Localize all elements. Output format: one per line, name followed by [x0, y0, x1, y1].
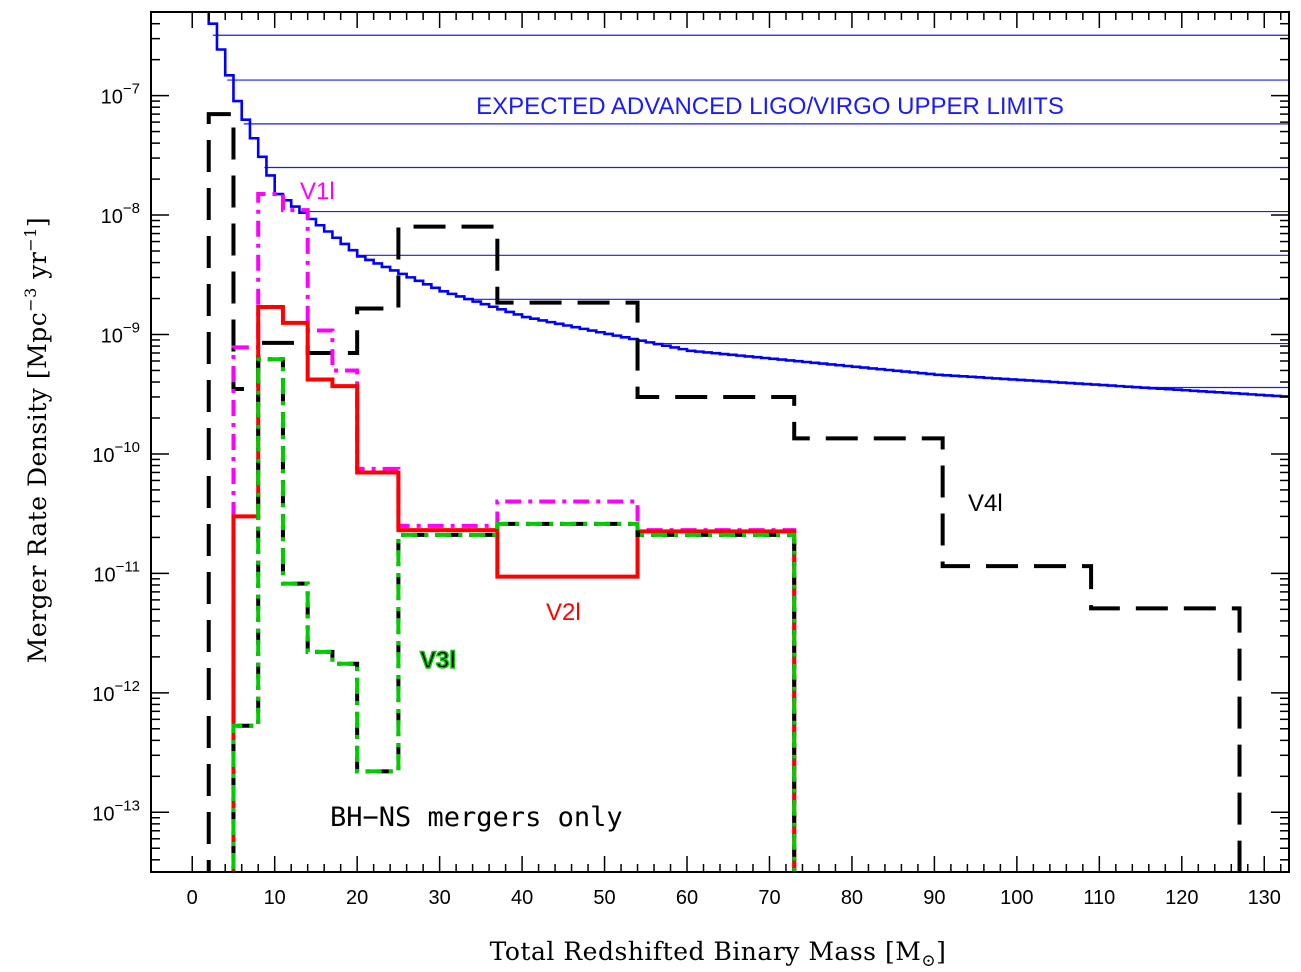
- x-tick-label: 120: [1165, 887, 1198, 909]
- y-tick-label: 10−12: [92, 678, 140, 706]
- axis-ticks: [151, 11, 1289, 872]
- y-tick-label: 10−8: [101, 200, 140, 228]
- series-layer: [206, 112, 1242, 872]
- x-tick-label: 110: [1083, 887, 1115, 909]
- x-tick-label: 50: [593, 887, 615, 909]
- y-tick-label: 10−7: [101, 81, 140, 109]
- series-v1l: [231, 192, 797, 872]
- x-tick-label: 130: [1248, 887, 1281, 909]
- y-tick-label: 10−9: [101, 320, 140, 348]
- series-v3l-outline: [231, 357, 797, 872]
- x-tick-label: 0: [187, 887, 198, 909]
- x-tick-label: 90: [923, 887, 945, 909]
- label-v3l: V3l: [420, 647, 456, 674]
- x-tick-label: 10: [264, 887, 286, 909]
- x-tick-label: 20: [346, 887, 368, 909]
- x-tick-label: 70: [758, 887, 780, 909]
- limit-curve-path: [207, 12, 1289, 398]
- axis-tick-labels: 0 10 20 30 40 50 60 70 80 90 100 110 120 130 10−13 10−1…: [92, 81, 1281, 909]
- axes-box: [150, 11, 1290, 873]
- x-tick-label: 100: [1000, 887, 1033, 909]
- upper-limit-curve: [207, 12, 1289, 398]
- series-v4l: [206, 112, 1242, 872]
- upper-limit-lines: [212, 34, 1289, 389]
- y-tick-label: 10−11: [93, 558, 140, 586]
- label-v4l: V4l: [968, 490, 1003, 517]
- y-tick-label: 10−10: [92, 439, 140, 467]
- label-v2l: V2l: [546, 599, 581, 626]
- x-axis-title: Total Redshifted Binary Mass [M⊙]: [490, 937, 947, 971]
- x-tick-label: 30: [428, 887, 450, 909]
- series-v2l: [231, 304, 797, 872]
- note-bh-ns: BH−NS mergers only: [330, 802, 623, 833]
- y-axis-title: Merger Rate Density [Mpc−3 yr−1]: [21, 217, 52, 663]
- x-tick-label: 40: [511, 887, 533, 909]
- x-tick-label: 80: [841, 887, 863, 909]
- plot-frame: [150, 11, 1290, 873]
- y-tick-label: 10−13: [92, 797, 140, 825]
- series-v3l: [231, 357, 797, 872]
- label-v1l: V1l: [300, 178, 335, 205]
- upper-limits-label: EXPECTED ADVANCED LIGO/VIRGO UPPER LIMIT…: [476, 93, 1064, 120]
- x-tick-label: 60: [676, 887, 698, 909]
